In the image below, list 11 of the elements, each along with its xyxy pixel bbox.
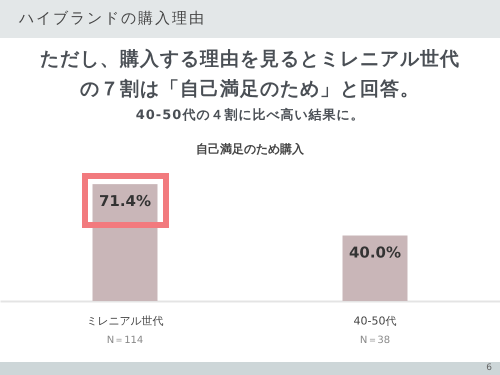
text: N＝38 [360,335,390,346]
text: 6 [486,362,492,375]
x-tick-label: ミレニアル世代 [86,314,164,328]
chart-subtitle: ただし、購入する理由を見るとミレニアル世代の７割は「自己満足のため」と回答。 [40,47,460,102]
x-tick-label: 40-50代 [354,314,396,328]
data-label: 40.0% [348,244,402,262]
chart-title: ハイブランドの購入理由 [19,9,206,28]
text: N＝114 [106,335,144,346]
data-label: 71.4% [98,192,152,210]
text: 自己満足のため購入 [196,142,305,156]
text: 40-50代の４割に比べ高い結果に。 [134,106,366,124]
